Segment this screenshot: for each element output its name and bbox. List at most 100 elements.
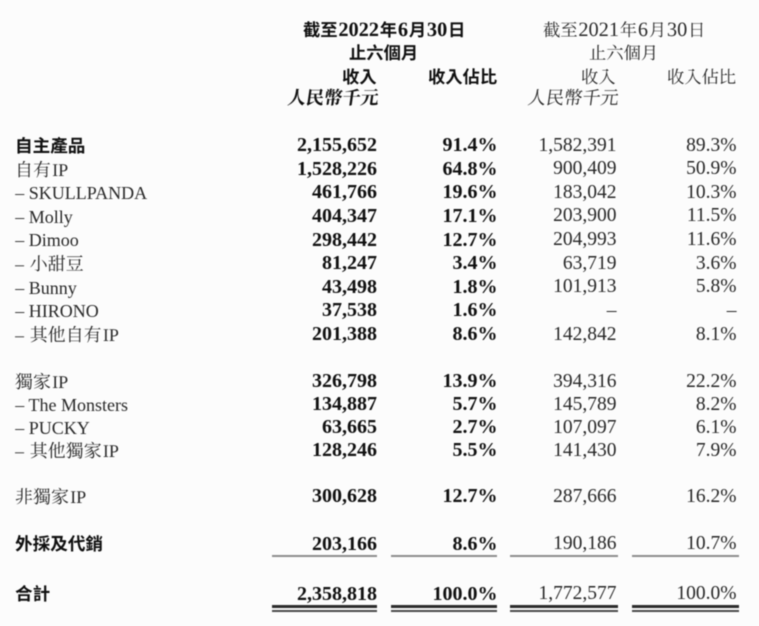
revenue-2021-value: –	[606, 299, 617, 321]
share-2021-value: 11.5%	[686, 205, 737, 227]
share-2022-value: 13.9%	[442, 370, 498, 393]
share-2022-value: 1.8%	[452, 275, 498, 298]
share-2021-value: 50.9%	[686, 158, 737, 180]
revenue-2022-value: 326,798	[312, 370, 377, 393]
row-label-other-proprietary-ip	[15, 321, 119, 347]
revenue-2022-value: 461,766	[312, 181, 377, 204]
row-label-other-exclusive-ip	[15, 437, 119, 463]
period-2021-caption-line2	[589, 39, 658, 65]
column-total-rule-bottom	[271, 610, 377, 613]
row-label-total	[15, 580, 50, 606]
revenue-2021-value: 107,097	[553, 416, 617, 438]
revenue-2022-value: 37,538	[322, 299, 377, 322]
column-subtotal-rule	[391, 555, 498, 557]
share-2021-value: 7.9%	[695, 439, 737, 461]
column-total-rule-bottom	[391, 610, 498, 613]
revenue-2021-value: 141,430	[553, 439, 617, 461]
share-2021-header	[667, 63, 736, 89]
column-subtotal-rule	[271, 555, 377, 557]
share-2022-value: 64.8%	[442, 157, 498, 180]
row-label-the-monsters: – The Monsters	[15, 394, 128, 415]
share-2021-value: 11.6%	[686, 229, 737, 251]
row-label-proprietary-ip	[15, 156, 68, 182]
revenue-2021-header	[581, 63, 616, 89]
column-total-rule-top	[391, 605, 498, 608]
share-2021-value: 22.2%	[686, 370, 737, 392]
share-2021-value: 8.1%	[695, 323, 737, 345]
revenue-2022-unit	[287, 84, 378, 110]
share-2021-value: 16.2%	[686, 485, 737, 507]
row-label-exclusive-ip	[15, 368, 68, 394]
revenue-2021-total: 1,772,577	[538, 582, 617, 604]
column-total-rule-bottom	[631, 610, 739, 613]
share-2021-value: 10.7%	[686, 533, 737, 555]
period-2021-caption-line1	[543, 16, 705, 42]
share-2022-value: 5.5%	[452, 439, 498, 462]
revenue-2022-value: 134,887	[312, 393, 377, 416]
revenue-2022-value: 63,665	[322, 416, 377, 439]
row-label-dimoo: – Dimoo	[15, 230, 79, 251]
row-label-outsourced-consignment	[15, 530, 103, 556]
revenue-2022-value: 128,246	[312, 439, 377, 462]
row-label-skullpanda: – SKULLPANDA	[15, 183, 148, 204]
column-total-rule-top	[631, 605, 739, 608]
share-2022-value: 12.7%	[442, 228, 498, 251]
revenue-2022-value: 201,388	[312, 323, 377, 346]
revenue-2022-value: 43,498	[322, 275, 377, 298]
share-2021-value: 10.3%	[686, 181, 737, 203]
share-2022-value: 12.7%	[442, 485, 498, 508]
share-2021-value: 8.2%	[695, 393, 737, 415]
share-2022-value: 3.4%	[452, 252, 498, 275]
row-label-non-exclusive-ip	[15, 483, 86, 509]
revenue-2022-value: 81,247	[322, 252, 377, 275]
share-2022-header	[428, 63, 498, 89]
revenue-2022-value: 1,528,226	[297, 157, 377, 180]
revenue-2021-value: 900,409	[553, 158, 617, 180]
share-2022-total: 100.0%	[432, 582, 498, 605]
row-label-xiaotiandou	[15, 250, 84, 276]
revenue-2021-value: 142,842	[553, 323, 617, 345]
revenue-2022-value: 404,347	[312, 205, 377, 228]
column-total-rule-top	[271, 605, 377, 608]
share-2021-value: –	[726, 299, 737, 321]
revenue-2021-value: 183,042	[553, 181, 617, 203]
column-subtotal-rule	[631, 555, 739, 557]
share-2022-value: 2.7%	[452, 416, 498, 439]
row-label-own-products	[15, 132, 85, 158]
revenue-2022-total: 2,358,818	[297, 582, 377, 605]
column-total-rule-bottom	[510, 610, 618, 613]
share-2022-value: 5.7%	[452, 393, 498, 416]
revenue-2021-unit	[527, 84, 618, 110]
share-2021-value: 5.8%	[695, 276, 737, 298]
revenue-2021-value: 203,900	[553, 205, 617, 227]
revenue-2022-value: 2,155,652	[297, 134, 377, 157]
revenue-2022-value: 298,442	[312, 228, 377, 251]
share-2022-value: 1.6%	[452, 299, 498, 322]
revenue-2022-header	[342, 63, 377, 89]
row-label-bunny: – Bunny	[15, 277, 77, 298]
revenue-2021-value: 204,993	[553, 229, 617, 251]
revenue-2021-value: 394,316	[553, 370, 617, 392]
share-2022-value: 91.4%	[442, 134, 498, 157]
share-2022-value: 19.6%	[442, 181, 498, 204]
revenue-2021-value: 287,666	[553, 485, 617, 507]
period-2022-caption-line1	[303, 16, 465, 42]
share-2021-value: 89.3%	[686, 134, 737, 156]
column-subtotal-rule	[510, 555, 618, 557]
share-2022-value: 8.6%	[452, 323, 498, 346]
row-label-hirono: – HIRONO	[15, 301, 99, 322]
share-2022-value: 8.6%	[452, 532, 498, 555]
share-2021-value: 6.1%	[695, 416, 737, 438]
revenue-2021-value: 190,186	[553, 533, 617, 555]
row-label-pucky: – PUCKY	[15, 417, 90, 438]
share-2021-total: 100.0%	[676, 582, 737, 604]
row-label-molly: – Molly	[15, 206, 73, 227]
revenue-2021-value: 101,913	[553, 276, 617, 298]
revenue-2022-value: 300,628	[312, 485, 377, 508]
revenue-2021-value: 1,582,391	[538, 134, 617, 156]
share-2021-value: 3.6%	[695, 252, 737, 274]
revenue-2022-value: 203,166	[312, 532, 377, 555]
revenue-2021-value: 63,719	[562, 252, 617, 274]
revenue-2021-value: 145,789	[553, 393, 617, 415]
